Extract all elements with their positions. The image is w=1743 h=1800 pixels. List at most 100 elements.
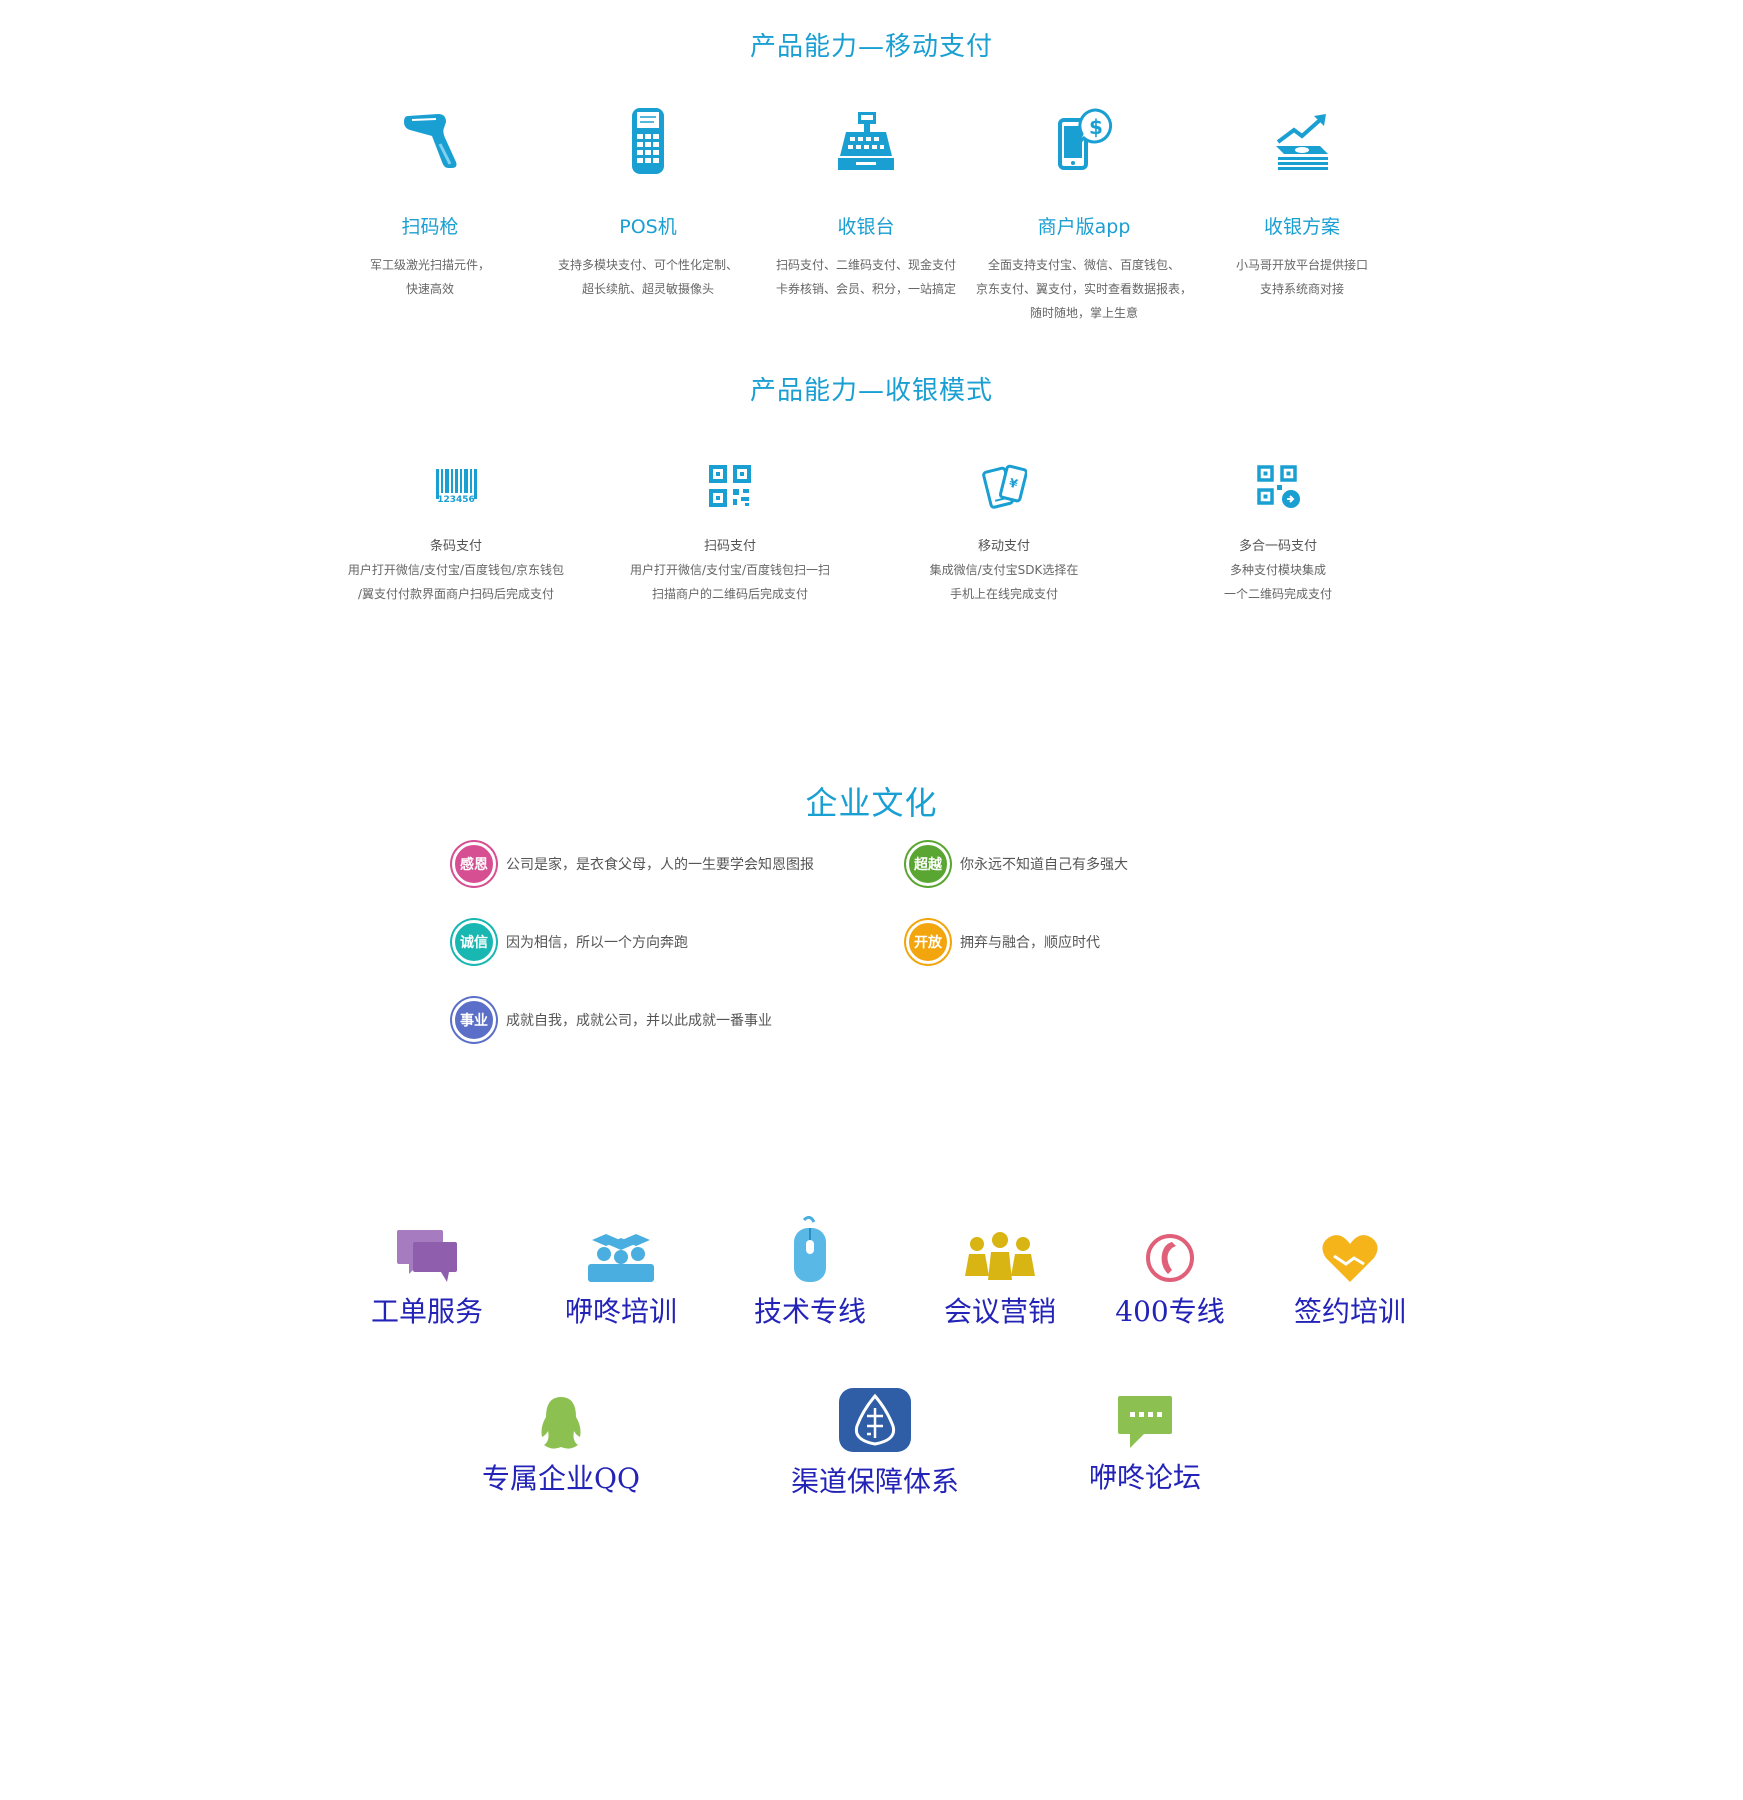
desc-line: 快速高效 <box>405 282 454 296</box>
culture-badge: 感恩 <box>452 842 496 886</box>
cashier-modes-title: 产品能力—收银模式 <box>749 376 993 406</box>
handshake-heart-icon <box>1322 1235 1378 1282</box>
culture-text: 你永远不知道自己有多强大 <box>960 857 1128 873</box>
mode-item-name: 扫码支付 <box>703 539 756 554</box>
desc-line: 全面支持支付宝、微信、百度钱包、 <box>987 258 1180 272</box>
culture-text: 因为相信，所以一个方向奔跑 <box>506 935 688 951</box>
pay-item-name: 收银方案 <box>1263 216 1340 238</box>
mode-item-mobile: ¥ 移动支付 集成微信/支付宝SDK选择在 手机上在线完成支付 <box>864 463 1144 606</box>
mode-item-name: 多合一码支付 <box>1238 539 1317 554</box>
growth-money-icon <box>1276 114 1328 170</box>
service-label: 技术专线 <box>753 1295 866 1328</box>
pay-item-desc: 扫码支付、二维码支付、现金支付 卡券核销、会员、积分，一站搞定 <box>751 253 981 301</box>
cash-register-icon <box>838 112 894 170</box>
pay-item-name: 收银台 <box>837 216 895 238</box>
culture-item-integrity: 诚信 因为相信，所以一个方向奔跑 <box>452 920 688 964</box>
people-group-icon <box>965 1232 1035 1280</box>
mouse-icon <box>794 1216 826 1282</box>
pay-item-name: 扫码枪 <box>401 216 459 238</box>
mode-item-name: 条码支付 <box>429 539 482 554</box>
mode-item-desc: 用户打开微信/支付宝/百度钱包扫一扫 扫描商户的二维码后完成支付 <box>590 558 870 606</box>
pay-item-scanner: 扫码枪 军工级激光扫描元件， 快速高效 <box>315 106 545 301</box>
culture-text: 成就自我，成就公司，并以此成就一番事业 <box>506 1013 772 1029</box>
mode-item-barcode: 123456 条码支付 用户打开微信/支付宝/百度钱包/京东钱包 /翼支付付款界… <box>316 463 596 606</box>
service-conference[interactable]: 会议营销 <box>930 1232 1070 1330</box>
culture-badge: 超越 <box>906 842 950 886</box>
mode-item-name: 移动支付 <box>977 539 1030 554</box>
desc-line: 集成微信/支付宝SDK选择在 <box>929 563 1079 577</box>
desc-line: 用户打开微信/支付宝/百度钱包/京东钱包 <box>347 563 565 577</box>
service-training[interactable]: 咿咚培训 <box>556 1232 686 1330</box>
pay-item-solution: 收银方案 小马哥开放平台提供接口 支持系统商对接 <box>1187 106 1417 301</box>
qq-penguin-icon <box>541 1397 581 1449</box>
service-enterprise-qq[interactable]: 专属企业QQ <box>476 1395 646 1497</box>
desc-line: 扫描商户的二维码后完成支付 <box>651 587 808 601</box>
pos-terminal-icon <box>632 108 664 174</box>
mode-item-qr: 扫码支付 用户打开微信/支付宝/百度钱包扫一扫 扫描商户的二维码后完成支付 <box>590 463 870 606</box>
service-label: 会议营销 <box>943 1295 1056 1328</box>
chat-bubbles-icon <box>397 1230 457 1282</box>
barcode-scanner-icon <box>404 114 457 168</box>
mode-item-multi: 多合一码支付 多种支付模块集成 一个二维码完成支付 <box>1138 463 1418 606</box>
service-contract-training[interactable]: 签约培训 <box>1280 1232 1420 1330</box>
desc-line: 卡券核销、会员、积分，一站搞定 <box>775 282 956 296</box>
culture-text: 拥弃与融合，顺应时代 <box>960 935 1100 951</box>
mobile-payment-title: 产品能力—移动支付 <box>749 32 993 62</box>
qr-code-icon <box>709 465 751 507</box>
phone-circle-icon <box>1146 1234 1194 1282</box>
culture-item-career: 事业 成就自我，成就公司，并以此成就一番事业 <box>452 998 772 1042</box>
service-forum[interactable]: 咿咚论坛 <box>1075 1394 1215 1496</box>
mobile-pay-icon: ¥ <box>982 464 1027 509</box>
desc-line: 小马哥开放平台提供接口 <box>1235 258 1368 272</box>
service-ticket[interactable]: 工单服务 <box>362 1228 492 1330</box>
desc-line: 超长续航、超灵敏摄像头 <box>581 282 714 296</box>
channel-emblem-icon <box>839 1388 911 1452</box>
culture-item-openness: 开放 拥弃与融合，顺应时代 <box>906 920 1100 964</box>
service-tech-line[interactable]: 技术专线 <box>745 1216 875 1330</box>
desc-line: 军工级激光扫描元件， <box>369 258 490 272</box>
pay-item-desc: 支持多模块支付、可个性化定制、 超长续航、超灵敏摄像头 <box>533 253 763 301</box>
speech-bubble-icon <box>1118 1396 1172 1448</box>
mode-item-desc: 多种支付模块集成 一个二维码完成支付 <box>1138 558 1418 606</box>
desc-line: 随时随地，掌上生意 <box>1029 306 1138 320</box>
desc-line: 多种支付模块集成 <box>1229 563 1326 577</box>
desc-line: 手机上在线完成支付 <box>949 587 1058 601</box>
mode-item-desc: 集成微信/支付宝SDK选择在 手机上在线完成支付 <box>864 558 1144 606</box>
graduates-icon <box>588 1234 654 1282</box>
desc-line: 京东支付、翼支付，实时查看数据报表， <box>975 282 1192 296</box>
culture-item-gratitude: 感恩 公司是家，是衣食父母，人的一生要学会知恩图报 <box>452 842 814 886</box>
multi-qr-icon <box>1257 465 1300 508</box>
service-label: 咿咚培训 <box>564 1295 677 1328</box>
pay-item-app: $ 商户版app 全面支持支付宝、微信、百度钱包、 京东支付、翼支付，实时查看数… <box>969 106 1199 325</box>
service-label: 签约培训 <box>1293 1295 1406 1328</box>
desc-line: 一个二维码完成支付 <box>1223 587 1332 601</box>
culture-title: 企业文化 <box>805 784 938 822</box>
pay-item-name: 商户版app <box>1037 216 1131 238</box>
culture-badge: 事业 <box>452 998 496 1042</box>
barcode-digits: 123456 <box>437 495 475 505</box>
pay-item-desc: 小马哥开放平台提供接口 支持系统商对接 <box>1187 253 1417 301</box>
desc-line: 支持多模块支付、可个性化定制、 <box>557 258 738 272</box>
desc-line: 扫码支付、二维码支付、现金支付 <box>775 258 956 272</box>
desc-line: /翼支付付款界面商户扫码后完成支付 <box>357 587 555 601</box>
service-label: 工单服务 <box>370 1295 483 1328</box>
service-label: 咿咚论坛 <box>1088 1461 1201 1494</box>
pay-item-name: POS机 <box>619 216 677 238</box>
pay-item-desc: 全面支持支付宝、微信、百度钱包、 京东支付、翼支付，实时查看数据报表， 随时随地… <box>969 253 1199 325</box>
mode-item-desc: 用户打开微信/支付宝/百度钱包/京东钱包 /翼支付付款界面商户扫码后完成支付 <box>316 558 596 606</box>
service-channel-guarantee[interactable]: 渠道保障体系 <box>775 1386 975 1500</box>
barcode-icon: 123456 <box>436 469 477 505</box>
culture-text: 公司是家，是衣食父母，人的一生要学会知恩图报 <box>506 857 814 873</box>
service-label: 专属企业QQ <box>482 1462 640 1495</box>
pay-item-cashier: 收银台 扫码支付、二维码支付、现金支付 卡券核销、会员、积分，一站搞定 <box>751 106 981 301</box>
pay-item-pos: POS机 支持多模块支付、可个性化定制、 超长续航、超灵敏摄像头 <box>533 106 763 301</box>
desc-line: 支持系统商对接 <box>1259 282 1344 296</box>
desc-line: 用户打开微信/支付宝/百度钱包扫一扫 <box>629 563 831 577</box>
pay-item-desc: 军工级激光扫描元件， 快速高效 <box>315 253 545 301</box>
phone-dollar-icon: $ <box>1058 108 1112 170</box>
culture-item-surpass: 超越 你永远不知道自己有多强大 <box>906 842 1128 886</box>
service-label: 渠道保障体系 <box>790 1465 959 1498</box>
service-label: 400专线 <box>1115 1295 1225 1328</box>
svg-text:$: $ <box>1089 115 1103 139</box>
service-400-line[interactable]: 400专线 <box>1105 1232 1235 1330</box>
